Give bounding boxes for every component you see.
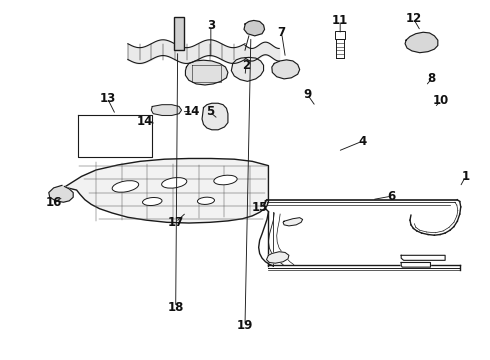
Text: 19: 19 bbox=[237, 319, 253, 332]
Text: 14: 14 bbox=[184, 105, 200, 118]
Polygon shape bbox=[151, 105, 182, 116]
Text: 10: 10 bbox=[433, 94, 449, 107]
Polygon shape bbox=[401, 262, 431, 267]
Polygon shape bbox=[64, 158, 269, 223]
Text: 7: 7 bbox=[277, 27, 286, 40]
Text: 8: 8 bbox=[427, 72, 436, 85]
Polygon shape bbox=[49, 185, 73, 202]
Text: 6: 6 bbox=[387, 190, 395, 203]
Text: 15: 15 bbox=[251, 202, 268, 215]
Ellipse shape bbox=[214, 175, 237, 185]
Polygon shape bbox=[231, 57, 264, 81]
Polygon shape bbox=[185, 60, 228, 85]
Text: 4: 4 bbox=[358, 135, 366, 148]
Ellipse shape bbox=[197, 197, 215, 204]
Text: 14: 14 bbox=[137, 116, 153, 129]
Ellipse shape bbox=[112, 181, 139, 192]
Text: 12: 12 bbox=[405, 12, 421, 25]
Polygon shape bbox=[283, 218, 303, 226]
Text: 13: 13 bbox=[99, 92, 116, 105]
Polygon shape bbox=[401, 255, 445, 260]
Text: 11: 11 bbox=[332, 14, 348, 27]
Polygon shape bbox=[244, 21, 265, 36]
Polygon shape bbox=[202, 103, 228, 130]
Polygon shape bbox=[272, 60, 300, 79]
Text: 2: 2 bbox=[242, 59, 250, 72]
Ellipse shape bbox=[162, 177, 187, 188]
Text: 16: 16 bbox=[46, 196, 62, 209]
Text: 1: 1 bbox=[462, 170, 470, 183]
Polygon shape bbox=[267, 252, 289, 263]
Text: 9: 9 bbox=[303, 88, 312, 101]
Text: 3: 3 bbox=[207, 19, 215, 32]
Bar bbox=[174, 17, 184, 50]
Text: 17: 17 bbox=[168, 216, 184, 229]
Ellipse shape bbox=[143, 198, 162, 206]
Bar bbox=[335, 31, 345, 39]
Text: 5: 5 bbox=[206, 105, 214, 118]
Text: 18: 18 bbox=[168, 301, 184, 314]
Polygon shape bbox=[405, 32, 438, 53]
